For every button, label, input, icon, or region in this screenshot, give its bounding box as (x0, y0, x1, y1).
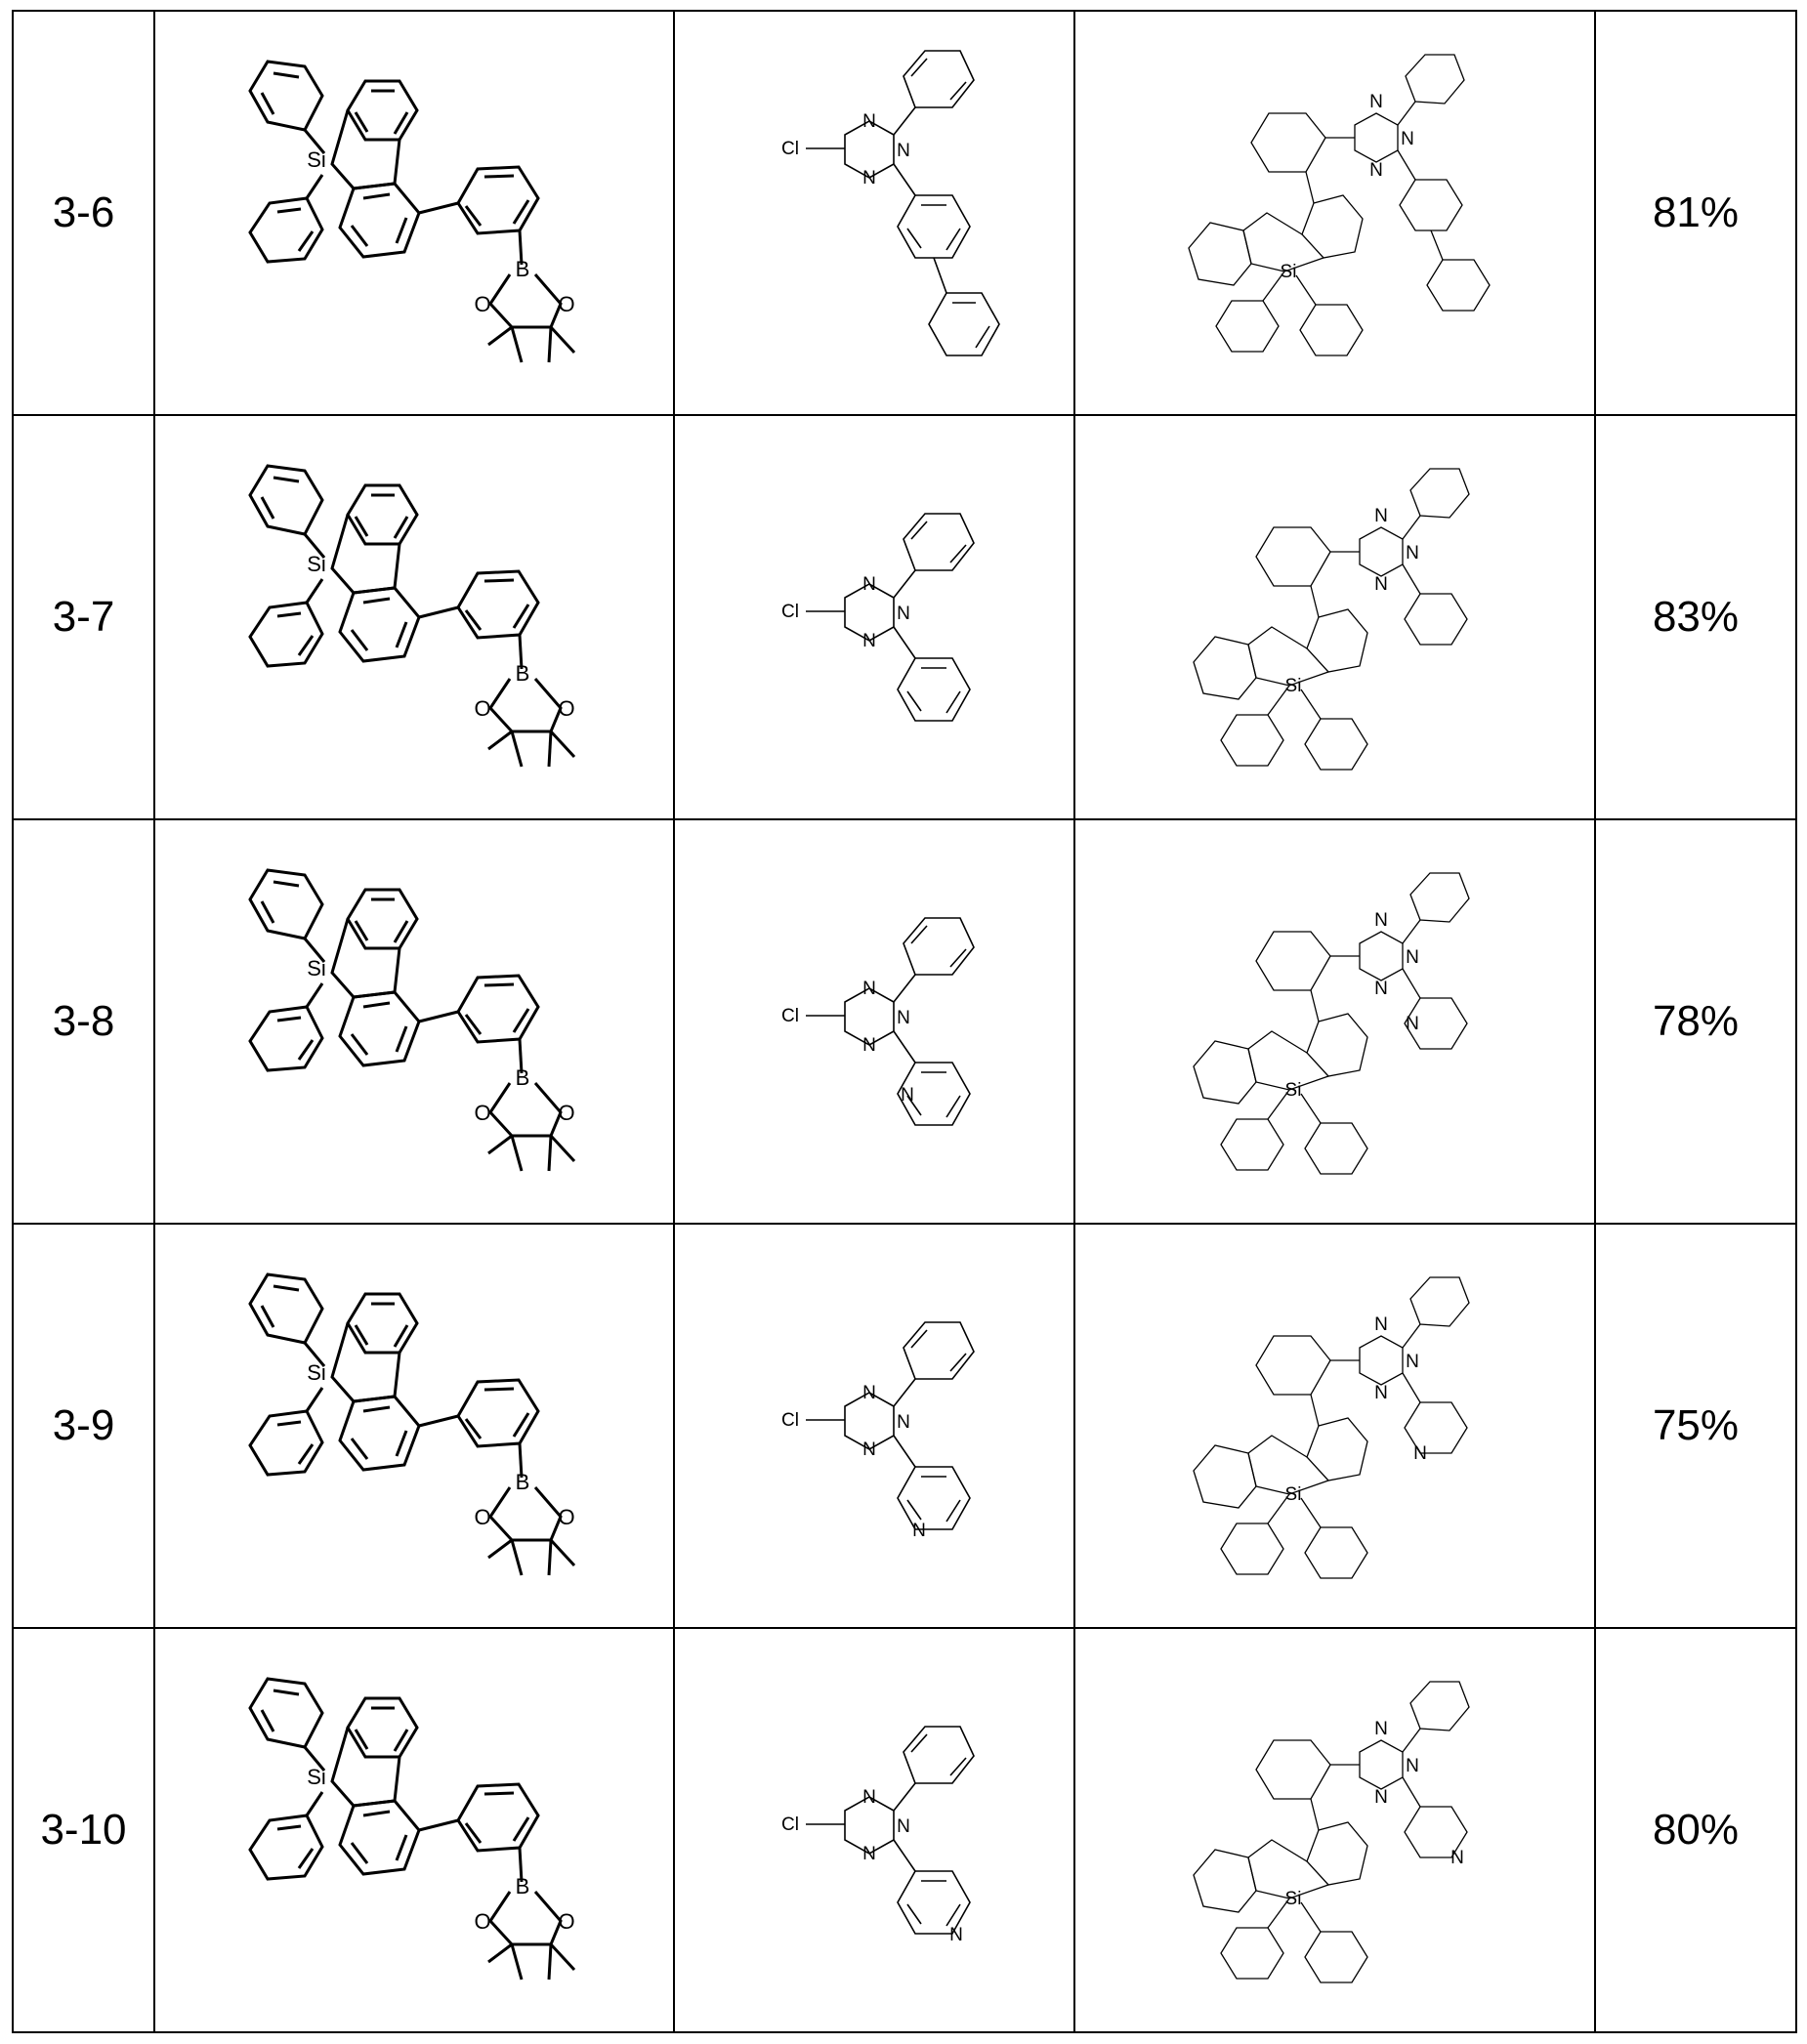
yield-cell: 80% (1594, 1627, 1797, 2033)
compound-id-cell: 3-8 (12, 818, 155, 1225)
product-structure: N (1192, 1681, 1470, 1983)
compound-id-cell: 3-7 (12, 414, 155, 820)
reagent-b-cell (673, 414, 1075, 820)
reagent-b-structure: N (781, 1726, 975, 1945)
compound-id: 3-10 (40, 1806, 127, 1854)
yield-value: 83% (1652, 593, 1740, 641)
compound-id: 3-9 (52, 1401, 115, 1449)
reagent-a-structure (248, 1272, 576, 1577)
product-structure (1192, 468, 1470, 771)
product-cell: N (1073, 1223, 1596, 1629)
reagent-a-structure (248, 60, 576, 364)
product-structure: N (1192, 1276, 1470, 1579)
product-cell (1073, 10, 1596, 416)
reagent-a-structure (248, 1677, 576, 1981)
product-cell: N (1073, 818, 1596, 1225)
compound-id-cell: 3-10 (12, 1627, 155, 2033)
yield-cell: 83% (1594, 414, 1797, 820)
table-row: 3-8 N N 78% (12, 818, 1797, 1225)
yield-value: 81% (1652, 188, 1740, 236)
reagent-b-cell (673, 10, 1075, 416)
reagent-a-cell (153, 1627, 675, 2033)
reagent-b-structure: N (781, 917, 975, 1126)
nitrogen-label: N (1450, 1848, 1464, 1868)
reagent-b-cell: N (673, 1627, 1075, 2033)
reagent-b-cell: N (673, 818, 1075, 1225)
yield-cell: 78% (1594, 818, 1797, 1225)
nitrogen-label: N (912, 1521, 926, 1541)
reagent-a-cell (153, 1223, 675, 1629)
nitrogen-label: N (1413, 1443, 1427, 1464)
yield-cell: 81% (1594, 10, 1797, 416)
reagent-b-structure (781, 513, 975, 722)
compound-id-cell: 3-6 (12, 10, 155, 416)
compound-id: 3-7 (52, 593, 115, 641)
yield-value: 80% (1652, 1806, 1740, 1854)
compound-id-cell: 3-9 (12, 1223, 155, 1629)
product-structure: N (1192, 872, 1470, 1175)
table-row: 3-10 N N 80% (12, 1627, 1797, 2033)
reagent-a-structure (248, 464, 576, 769)
reagent-b-cell: N (673, 1223, 1075, 1629)
table-row: 3-9 N N 75% (12, 1223, 1797, 1629)
product-structure (1187, 54, 1491, 356)
reagent-a-structure (248, 868, 576, 1173)
reagent-b-structure: N (781, 1321, 975, 1541)
yield-value: 78% (1652, 997, 1740, 1045)
reagent-b-structure (781, 50, 1000, 356)
reagent-a-cell (153, 818, 675, 1225)
compound-id: 3-8 (52, 997, 115, 1045)
compound-id: 3-6 (52, 188, 115, 236)
table-row: 3-7 83% (12, 414, 1797, 820)
nitrogen-label: N (901, 1085, 914, 1105)
product-cell (1073, 414, 1596, 820)
yield-cell: 75% (1594, 1223, 1797, 1629)
reagent-a-cell (153, 414, 675, 820)
yield-value: 75% (1652, 1401, 1740, 1449)
nitrogen-label: N (1406, 1014, 1419, 1034)
product-cell: N (1073, 1627, 1596, 2033)
table-row: 3-6 81% (12, 10, 1797, 416)
nitrogen-label: N (949, 1925, 963, 1945)
reagent-a-cell (153, 10, 675, 416)
reaction-table: 3-6 81% 3-7 (12, 10, 1797, 2033)
